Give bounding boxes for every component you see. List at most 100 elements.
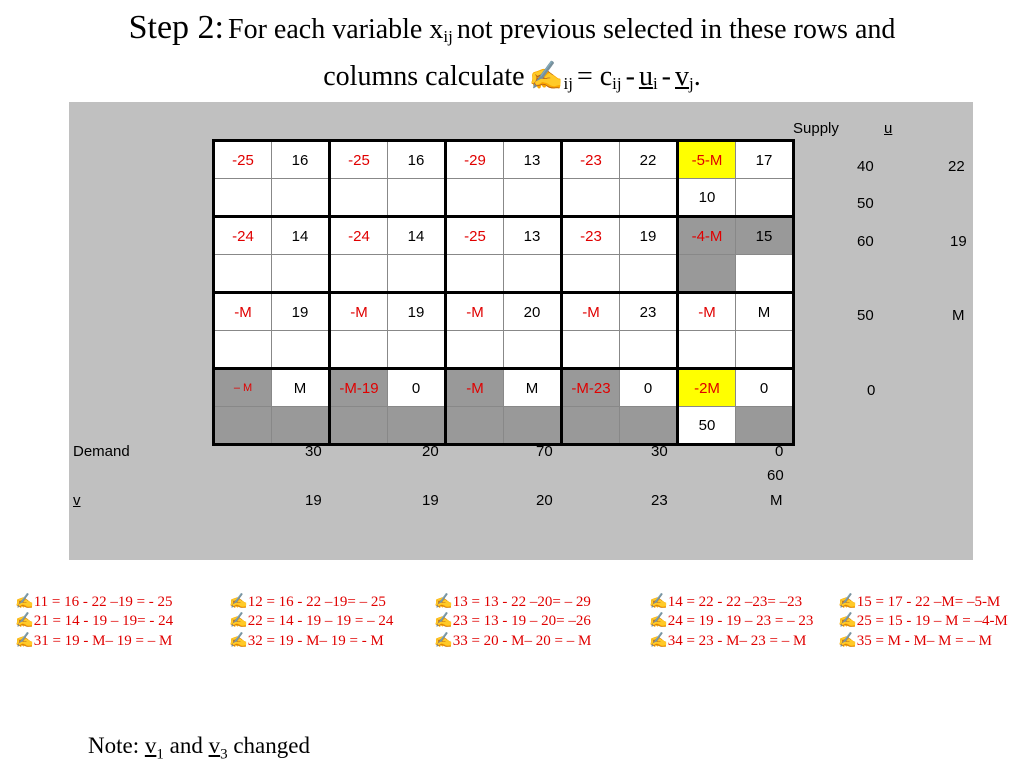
note-v3: v [208,733,221,758]
grid-cell [328,178,388,217]
formula-line: ✍15 = 17 - 22 –M= –5-M [838,592,1000,611]
delta-symbol-icon: ✍ [649,633,668,649]
grid-cell [444,406,504,446]
title-sub-ij-3: ij [612,74,622,94]
v-value: 19 [422,492,439,509]
delta-symbol-icon: ✍ [838,613,857,629]
grid-cell: -29 [444,139,504,179]
title-v: v [675,61,689,93]
grid-cell: -25 [328,139,388,179]
grid-cell: 15 [735,215,795,255]
note-sub3: 3 [220,746,228,763]
supply-value: 50 [857,307,874,324]
grid-cell [387,178,446,217]
grid-cell: -M [328,291,388,331]
grid-cell [503,178,562,217]
delta-symbol-icon: ✍ [649,613,668,629]
grid-cell [735,330,795,369]
delta-symbol-icon: ✍ [229,633,248,649]
formula-line: ✍35 = M - M– M = – M [838,631,992,650]
grid-cell [676,330,736,369]
grid-cell [212,178,272,217]
grid-cell: 16 [271,139,330,179]
demand-value: 0 [775,443,784,460]
grid-cell [735,178,795,217]
grid-cell [503,406,562,446]
grid-cell: -M [676,291,736,331]
grid-cell: -25 [212,139,272,179]
grid-cell [735,254,795,293]
delta-symbol-icon: ✍ [838,594,857,610]
title-sub-i: i [652,74,658,94]
grid-cell: -M-23 [560,367,620,407]
grid-cell [444,254,504,293]
grid-cell [444,178,504,217]
delta-symbol-icon: ✍ [15,633,34,649]
grid-cell [619,254,678,293]
grid-cell [503,254,562,293]
title-text1: For each variable x [228,14,444,45]
grid-row: -25 16 -25 16 -29 13 -23 22 -5-M 17 [212,139,795,179]
grid-row: -M 19 -M 19 -M 20 -M 23 -M M [212,291,795,331]
grid-cell [212,254,272,293]
title-sub-ij-2: ij [563,74,573,94]
title-sub-j: j [689,74,694,94]
grid-cell [212,406,272,446]
grid-cell: 13 [503,215,562,255]
formula-line: ✍31 = 19 - M– 19 = – M [15,631,172,650]
v-value: 19 [305,492,322,509]
formula-text: 31 = 19 - M– 19 = – M [33,633,173,649]
demand-value: 30 [651,443,668,460]
u-value: 19 [950,233,967,250]
formula-line: ✍14 = 22 - 22 –23= –23 [649,592,802,611]
title-minus-2: - [661,61,671,93]
supply-header: Supply [793,120,839,137]
grid-cell: 0 [619,367,678,407]
title-sub-ij: ij [443,27,453,47]
formula-line: ✍22 = 14 - 19 – 19 = – 24 [229,611,393,630]
grid-cell [619,178,678,217]
grid-cell: -M [212,291,272,331]
grid-cell [271,178,330,217]
delta-symbol-icon: ✍ [838,633,857,649]
formula-text: 11 = 16 - 22 –19 = - 25 [33,594,173,610]
delta-symbol-icon: ✍ [229,594,248,610]
grid-cell: 50 [676,406,736,446]
grid-cell: -25 [444,215,504,255]
demand-label: Demand [73,443,130,460]
note-v1: v [144,733,157,758]
v-label: v [73,492,81,509]
grid-cell: M [271,367,330,407]
note-text1: Note: [88,733,140,758]
grid-cell: M [503,367,562,407]
grid-row: – M M -M-19 0 -M M -M-23 0 -2M 0 [212,367,795,407]
formula-text: 22 = 14 - 19 – 19 = – 24 [247,613,394,629]
formula-text: 12 = 16 - 22 –19= – 25 [247,594,386,610]
note-text2: changed [233,733,310,758]
grid-cell: -M [444,291,504,331]
grid-cell [503,330,562,369]
u-header: u [884,120,893,137]
v-value: M [770,492,783,509]
grid-cell [271,330,330,369]
u-value: M [952,307,965,324]
note-and: and [169,733,203,758]
demand-value: 20 [422,443,439,460]
grid-cell: -24 [328,215,388,255]
grid-cell [328,330,388,369]
formula-line: ✍21 = 14 - 19 – 19= - 24 [15,611,173,630]
title-text2: not previous selected in these rows and [456,14,896,45]
grid-cell: -23 [560,215,620,255]
demand-value: 30 [305,443,322,460]
grid-cell: 0 [735,367,795,407]
grid-row [212,330,795,369]
grid-cell: 0 [387,367,446,407]
formula-line: ✍33 = 20 - M– 20 = – M [434,631,591,650]
formula-text: 14 = 22 - 22 –23= –23 [667,594,803,610]
formula-line: ✍11 = 16 - 22 –19 = - 25 [15,592,173,611]
grid-cell: 14 [387,215,446,255]
title-minus-1: - [625,61,635,93]
grid-cell: -24 [212,215,272,255]
grid-cell: 19 [271,291,330,331]
grid-cell [619,330,678,369]
